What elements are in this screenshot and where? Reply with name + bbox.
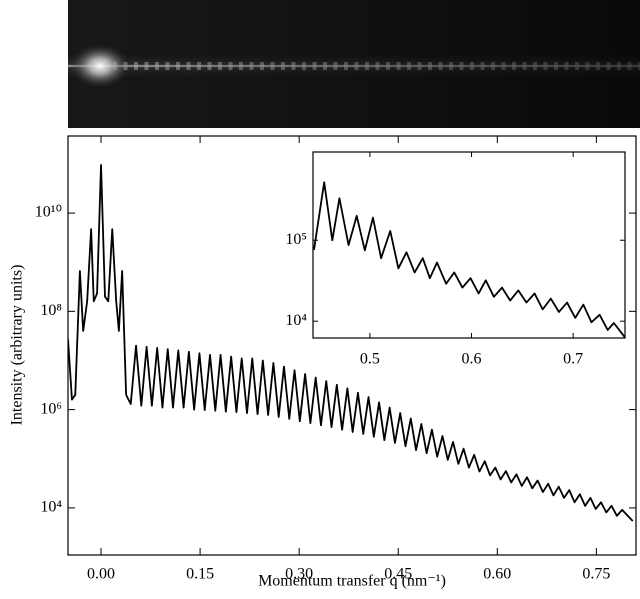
x-tick-label: 0.6 [462,351,482,368]
y-tick-label: 10⁵ [285,231,307,248]
data-line [68,164,634,522]
x-tick-label: 0.00 [87,566,115,583]
x-tick-label: 0.45 [384,566,412,583]
x-tick-label: 0.15 [186,566,214,583]
inset-frame [312,151,626,339]
detector-image [68,0,640,128]
x-tick-label: 0.75 [582,566,610,583]
x-tick-label: 0.30 [285,566,313,583]
x-tick-label: 0.5 [360,351,380,368]
x-tick-label: 0.7 [563,351,583,368]
x-axis-label: Momentum transfer q (nm⁻¹) [258,573,446,590]
y-tick-label: 10⁴ [40,499,62,516]
y-tick-label: 10⁴ [285,312,307,329]
y-tick-label: 10⁸ [40,302,62,319]
y-axis-label: Intensity (arbitrary units) [9,265,26,426]
y-tick-label: 10⁶ [40,400,62,417]
x-tick-label: 0.60 [483,566,511,583]
data-line [313,181,625,338]
y-tick-label: 10¹⁰ [35,204,62,221]
